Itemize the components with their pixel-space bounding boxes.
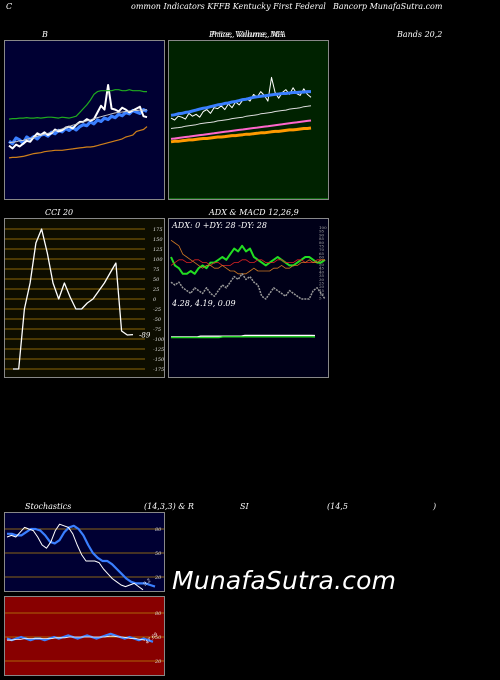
- bands-title: Bands 20,2: [397, 30, 443, 39]
- adx-tick-label: 95: [319, 229, 325, 234]
- stoch-k-line: [6, 523, 144, 591]
- adx-series-3: [170, 273, 326, 300]
- adx-tick-label: 55: [319, 258, 325, 263]
- stoch-title-d: (14,5: [327, 502, 348, 511]
- adx-tick-label: 65: [319, 251, 325, 256]
- cci-tick-label: 50: [153, 277, 160, 283]
- header-c: C: [6, 2, 13, 11]
- price-ma-series-2: [170, 105, 312, 129]
- bollinger-series-2: [8, 109, 148, 144]
- adx-macd-title: ADX & MACD 12,26,9: [209, 208, 299, 217]
- adx-tick-label: 50: [319, 262, 325, 267]
- cci-panel: 175 150 125 100 75 50 25 0 -25 -50 -75 -100 -125 -150…: [4, 218, 165, 378]
- bbands-title-b: B: [42, 30, 48, 39]
- adx-tick-label: 45: [319, 266, 325, 271]
- adx-tick-label: 25: [319, 281, 325, 286]
- cci-tick-label: -50: [153, 317, 162, 323]
- watermark: MunafaSutra.com: [172, 566, 397, 595]
- adx-values: ADX: 0 +DY: 28 -DY: 28: [172, 221, 267, 230]
- price-ma-series-3: [170, 119, 312, 140]
- bollinger-series-4: [8, 126, 148, 159]
- stoch-title-c: SI: [240, 502, 249, 511]
- price-title-a: Price, Volume, MA: [209, 30, 285, 39]
- price-title-b: Price, Volume, MA: [211, 30, 287, 39]
- cci-tick-label: -100: [153, 337, 165, 343]
- price-ma-chart: [169, 76, 328, 199]
- adx-tick-label: 70: [319, 247, 325, 252]
- rsi-line: [6, 632, 154, 643]
- stoch-title-e: ): [433, 502, 437, 511]
- cci-tick-label: 25: [152, 287, 159, 293]
- adx-tick-label: 75: [319, 244, 325, 249]
- adx-tick-label: 10: [319, 292, 325, 297]
- adx-tick-label: 35: [319, 273, 325, 278]
- adx-tick-label: 85: [319, 236, 325, 241]
- header-site: Bancorp MunafaSutra.com: [333, 2, 443, 11]
- cci-tick-label: 100: [153, 257, 163, 263]
- price-ma-series-4: [170, 126, 312, 144]
- bollinger-series-3: [8, 89, 147, 120]
- price-ma-panel: [168, 40, 329, 200]
- price-ma-series-1: [170, 90, 311, 117]
- stoch-d-line: [7, 524, 156, 588]
- adx-macd-panel: 100 95 90 85 80 75 70 65 60 55 50 45 40 35 30 25 20 15 10 5…: [168, 218, 329, 378]
- adx-tick-label: 60: [319, 255, 325, 260]
- bollinger-panel: [4, 40, 165, 200]
- rsi-panel: 80 50 20 47.69: [4, 596, 165, 676]
- cci-tick-label: 0: [153, 297, 157, 303]
- cci-tick-label: 175: [153, 227, 163, 233]
- rsi-tick-label: 50: [155, 635, 162, 641]
- header-title: ommon Indicators KFFB Kentucky First Fed…: [131, 2, 326, 11]
- macd-series-1: [171, 336, 316, 339]
- rsi-tick-label: 20: [154, 659, 162, 665]
- cci-tick-label: -75: [153, 327, 161, 333]
- bollinger-chart: [8, 84, 148, 159]
- adx-tick-label: 100: [319, 225, 327, 230]
- adx-series-2: [170, 239, 325, 275]
- macd-values: 4.28, 4.19, 0.09: [172, 299, 236, 308]
- stoch-last-value: 9.2: [142, 578, 152, 588]
- stoch-tick-label: 80: [155, 527, 162, 533]
- cci-last-value: -89: [139, 332, 151, 340]
- cci-title: CCI 20: [45, 208, 74, 217]
- cci-tick-label: 125: [153, 247, 163, 253]
- cci-tick-label: -125: [153, 347, 164, 353]
- adx-tick-label: 80: [319, 240, 325, 245]
- adx-tick-label: 30: [319, 277, 325, 282]
- cci-line: [13, 228, 134, 370]
- adx-tick-label: 40: [319, 269, 325, 274]
- adx-series-0: [170, 244, 326, 275]
- stoch-tick-label: 50: [155, 551, 162, 557]
- cci-tick-label: -25: [153, 307, 161, 313]
- adx-series-1: [170, 259, 325, 266]
- stochastics-chart: 80 50 209.2: [5, 523, 164, 591]
- stoch-tick-label: 20: [154, 575, 162, 581]
- cci-tick-label: -150: [153, 357, 165, 363]
- cci-tick-label: 75: [153, 267, 159, 273]
- adx-tick-label: 5: [319, 295, 322, 300]
- stoch-title-a: Stochastics: [25, 502, 72, 511]
- rsi-ma-line: [7, 635, 146, 641]
- stochastics-panel: 80 50 20 9.2: [4, 512, 165, 592]
- adx-tick-label: 15: [319, 288, 325, 293]
- stoch-title-b: (14,3,3) & R: [144, 502, 194, 511]
- adx-tick-label: 20: [319, 284, 325, 289]
- cci-tick-label: 150: [153, 237, 163, 243]
- cci-tick-label: -175: [153, 367, 164, 373]
- adx-tick-label: 90: [319, 232, 325, 237]
- rsi-tick-label: 80: [155, 611, 162, 617]
- cci-chart: 175 150 125 100 75 50 25 0 -25 -50 -75 -100 -125 -150…: [5, 227, 165, 373]
